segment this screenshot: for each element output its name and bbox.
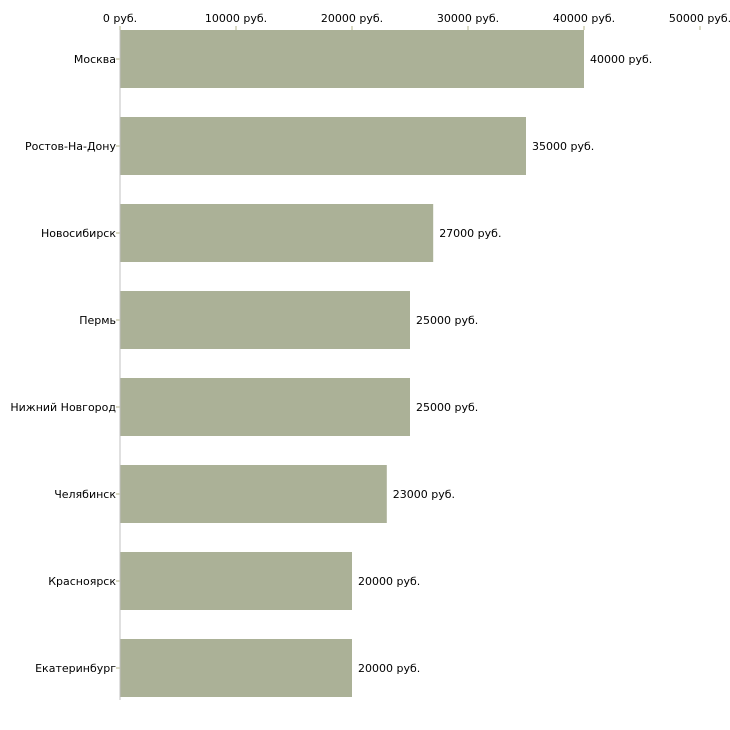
data-label: 35000 руб. xyxy=(532,140,594,153)
data-label: 25000 руб. xyxy=(416,401,478,414)
category-label: Екатеринбург xyxy=(35,662,116,675)
x-tick-label: 30000 руб. xyxy=(437,12,499,25)
bar xyxy=(120,30,584,88)
category-label: Ростов-На-Дону xyxy=(25,140,116,153)
bar xyxy=(120,465,387,523)
data-label: 20000 руб. xyxy=(358,662,420,675)
category-label: Челябинск xyxy=(54,488,116,501)
bar xyxy=(120,204,434,262)
data-label: 27000 руб. xyxy=(439,227,501,240)
category-label: Новосибирск xyxy=(41,227,116,240)
category-label: Нижний Новгород xyxy=(10,401,116,414)
data-label: 20000 руб. xyxy=(358,575,420,588)
category-label: Пермь xyxy=(79,314,116,327)
category-label: Москва xyxy=(74,53,116,66)
bar xyxy=(120,117,526,175)
x-tick-label: 40000 руб. xyxy=(553,12,615,25)
bar xyxy=(120,639,352,697)
bar xyxy=(120,378,410,436)
x-tick-label: 50000 руб. xyxy=(669,12,730,25)
bar xyxy=(120,552,352,610)
x-tick-label: 10000 руб. xyxy=(205,12,267,25)
data-label: 25000 руб. xyxy=(416,314,478,327)
x-tick-label: 20000 руб. xyxy=(321,12,383,25)
category-label: Красноярск xyxy=(48,575,116,588)
bar xyxy=(120,291,410,349)
x-tick-label: 0 руб. xyxy=(103,12,137,25)
data-label: 23000 руб. xyxy=(393,488,455,501)
data-label: 40000 руб. xyxy=(590,53,652,66)
